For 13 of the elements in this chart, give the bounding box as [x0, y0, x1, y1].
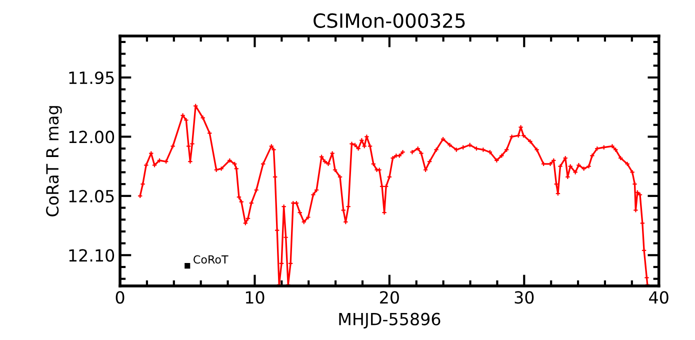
chart-title: CSIMon-000325: [314, 13, 465, 28]
y-tick-label: 12.05: [69, 190, 114, 202]
x-tick-label: 40: [649, 291, 668, 304]
x-tick-label: 20: [380, 291, 399, 304]
y-tick-label: 12.10: [69, 249, 114, 262]
x-tick-label: 30: [514, 291, 534, 304]
y-tick-label: 12.00: [69, 130, 114, 144]
y-axis-title: CoRaT R mag: [46, 106, 62, 216]
x-tick-label: 0: [116, 291, 124, 304]
annotation: CoRoT: [194, 255, 228, 264]
x-tick-label: 10: [246, 291, 264, 304]
y-tick-label: 11.95: [69, 71, 114, 84]
x-axis-title: MHJD-55896: [339, 312, 440, 328]
